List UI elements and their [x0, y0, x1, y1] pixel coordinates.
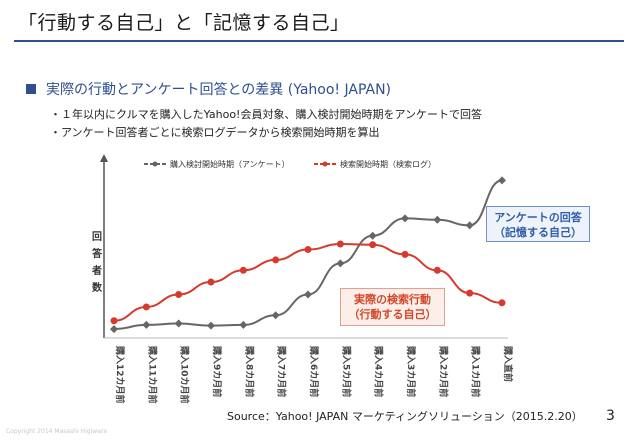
- x-tick-label: 購入直前: [502, 345, 514, 382]
- slide-title: 「行動する自己」と「記憶する自己」: [18, 12, 350, 34]
- data-point: [369, 241, 377, 249]
- data-point: [304, 246, 312, 254]
- callout-search: 実際の検索行動 （行動する自己）: [340, 288, 445, 326]
- callout-survey-line: アンケートの回答: [494, 211, 582, 224]
- x-tick-label: 購入5カ月前: [340, 345, 352, 397]
- data-point: [401, 214, 409, 223]
- legend-label: 検索開始時期（検索ログ）: [340, 159, 436, 169]
- data-point: [110, 325, 118, 334]
- data-point: [433, 215, 442, 224]
- source-note: Source：Yahoo! JAPAN マーケティングソリューション（2015.…: [227, 410, 583, 423]
- data-point: [207, 278, 215, 286]
- callout-search-line: 実際の検索行動: [354, 293, 431, 306]
- legend-marker: [322, 161, 328, 167]
- bullet-heading: 実際の行動とアンケート回答との差異 (Yahoo! JAPAN): [26, 79, 391, 99]
- data-point: [466, 289, 474, 297]
- data-point: [207, 321, 215, 330]
- x-tick-label: 購入11カ月前: [146, 345, 158, 404]
- data-point: [174, 319, 183, 328]
- bullet-text: 実際の行動とアンケート回答との差異 (Yahoo! JAPAN): [46, 82, 391, 98]
- data-point: [239, 266, 247, 274]
- data-point: [142, 320, 151, 329]
- sub-list: ・１年以内にクルマを購入したYahoo!会員対象、購入検討開始時期をアンケートで…: [50, 106, 482, 142]
- data-point: [498, 299, 506, 307]
- data-point: [368, 231, 377, 240]
- y-axis-label-char: 者: [91, 264, 102, 277]
- legend-label: 購入検討開始時期（アンケート）: [170, 159, 290, 169]
- legend-marker: [152, 161, 158, 167]
- x-tick-label: 購入7カ月前: [276, 345, 288, 397]
- data-point: [110, 317, 118, 325]
- data-point: [433, 266, 441, 274]
- x-tick-label: 購入1カ月前: [470, 345, 482, 397]
- data-point: [272, 256, 280, 264]
- callout-survey-line: （記憶する自己）: [494, 226, 582, 239]
- y-axis-label-char: 数: [92, 281, 103, 294]
- callout-search-line: （行動する自己）: [348, 308, 437, 321]
- sub-item: ・１年以内にクルマを購入したYahoo!会員対象、購入検討開始時期をアンケートで…: [50, 108, 483, 121]
- page-number: 3: [606, 408, 615, 424]
- callout-survey: アンケートの回答 （記憶する自己）: [486, 206, 590, 242]
- y-axis-arrow: [100, 154, 108, 162]
- x-tick-label: 購入2カ月前: [437, 345, 449, 397]
- x-tick-label: 購入8カ月前: [243, 345, 255, 397]
- title-rule: [14, 40, 624, 42]
- data-point: [142, 303, 150, 311]
- x-tick-label: 購入12カ月前: [114, 345, 126, 404]
- data-point: [465, 221, 474, 230]
- data-point: [175, 291, 183, 298]
- data-point: [498, 176, 506, 185]
- data-point: [239, 320, 248, 329]
- copyright: Copyright 2014 Masashi Higiwara: [6, 428, 107, 435]
- x-tick-label: 購入3カ月前: [405, 345, 417, 397]
- y-axis-label-char: 回: [92, 231, 102, 243]
- data-point: [271, 311, 280, 320]
- x-tick-label: 購入6カ月前: [308, 345, 320, 397]
- bullet-square-icon: [26, 84, 36, 94]
- sub-item: ・アンケート回答者ごとに検索ログデータから検索開始時期を算出: [50, 126, 380, 139]
- data-point: [304, 290, 312, 299]
- x-tick-label: 購入10カ月前: [179, 345, 191, 404]
- data-point: [336, 240, 344, 248]
- data-point: [336, 259, 345, 268]
- x-tick-label: 購入9カ月前: [211, 345, 223, 397]
- data-point: [401, 250, 409, 258]
- x-tick-label: 購入4カ月前: [373, 345, 385, 397]
- y-axis-label-char: 答: [91, 247, 103, 260]
